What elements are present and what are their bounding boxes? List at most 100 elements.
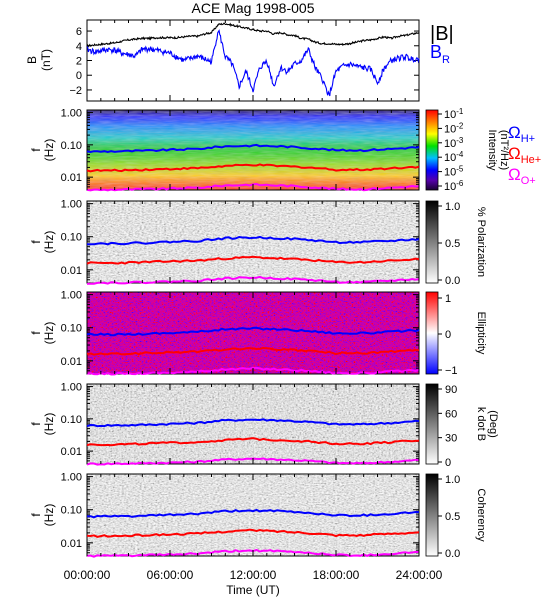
intensity-cbtick-exp: -1 <box>456 107 464 116</box>
frequency-axes: 1.000.100.01f (Hz)1.000.100.01f (Hz)1.000.… <box>29 108 419 557</box>
intensity-colorbar <box>425 109 439 191</box>
omega-legend-sub: He+ <box>521 154 542 166</box>
field-series <box>86 22 420 97</box>
intensity-cbtick-label: 10-3 <box>444 136 464 150</box>
kdotb-colorbar-ticks: 90 60 30 0 <box>438 384 457 469</box>
kdotb-yunit: (Hz) <box>42 413 56 436</box>
x-tick-label: 06:00:00 <box>147 568 194 582</box>
legend-b-radial: BR <box>430 42 450 66</box>
x-tick-label: 24:00:00 <box>396 568 443 582</box>
polarization-colorbar <box>425 200 439 284</box>
coherency-cbtick-label: 0.5 <box>445 511 460 523</box>
coherency-colorbar-ticks: 1.0 0.5 0.0 <box>438 474 460 560</box>
omega-legend-symbol: Ω <box>508 165 521 184</box>
x-tick-label: 12:00:00 <box>230 568 277 582</box>
kdotb-cbtick-label: 90 <box>445 384 457 396</box>
omega-legend-symbol: Ω <box>508 123 521 142</box>
coherency-gyro-heplus <box>86 528 420 538</box>
kdotb-cbtick-label: 0 <box>445 457 451 469</box>
polarization-gyro-heplus <box>86 255 420 265</box>
field-ytick-label: 0 <box>76 70 82 82</box>
omega-legend-sub: O+ <box>521 175 536 187</box>
polarization-ylabel: f <box>29 240 43 244</box>
ellipticity-gyro-heplus <box>86 346 420 356</box>
omega-legend-symbol: Ω <box>508 144 521 163</box>
intensity-ylabel: f <box>29 148 43 152</box>
coherency-panel: 1.0 0.5 0.0 Coherency <box>86 473 487 560</box>
kdotb-cbunit: (Deg) <box>487 410 499 438</box>
ellipticity-ytick-label: 0.01 <box>61 356 82 368</box>
ellipticity-yunit: (Hz) <box>42 322 56 345</box>
omega-legend-item: ΩH+ <box>508 123 535 145</box>
gyrofrequency-legend: ΩH+ΩHe+ΩO+ <box>508 123 541 187</box>
intensity-yunit: (Hz) <box>42 139 56 162</box>
intensity-ytick-label: 1.00 <box>61 108 82 120</box>
polarization-ytick-label: 0.01 <box>61 265 82 277</box>
field-panel-frame <box>86 19 420 102</box>
ellipticity-gyro-hplus <box>86 326 420 337</box>
kdotb-ytick-label: 0.01 <box>61 446 82 458</box>
intensity-cbtick-base: 10 <box>444 181 456 193</box>
intensity-cbtick-exp: -4 <box>456 150 464 159</box>
intensity-ytick-label: 0.10 <box>61 140 82 152</box>
coherency-colorbar <box>425 473 439 557</box>
intensity-cbtick-label: 10-2 <box>444 121 464 135</box>
kdotb-cbtick-label: 60 <box>445 408 457 420</box>
x-tick-label: 00:00:00 <box>64 568 111 582</box>
field-y-ticks: 6 4 2 0 −2 <box>69 26 419 97</box>
intensity-cbtick-label: 10-6 <box>444 179 464 193</box>
field-ytick-label: 4 <box>76 41 82 53</box>
coherency-cblabel: Coherency <box>475 488 487 542</box>
kdotb-gyro-heplus <box>86 437 420 447</box>
intensity-cbtick-base: 10 <box>444 152 456 164</box>
polarization-cblabel: % Polarization <box>475 207 487 277</box>
intensity-ytick-label: 0.01 <box>61 172 82 184</box>
field-ytick-label: 2 <box>76 56 82 68</box>
x-tick-label: 18:00:00 <box>313 568 360 582</box>
figure-title: ACE Mag 1998-005 <box>192 0 315 16</box>
kdotb-panel: 90 60 30 0 k dot B (Deg) <box>86 383 499 469</box>
polarization-cbtick-label: 0.5 <box>445 238 460 250</box>
intensity-cbtick-base: 10 <box>444 109 456 121</box>
intensity-cbtick-exp: -2 <box>456 121 464 130</box>
kdotb-cbtick-label: 30 <box>445 433 457 445</box>
intensity-cbtick-exp: -3 <box>456 136 464 145</box>
series-b-radial <box>86 29 420 97</box>
ellipticity-cbtick-label: 1 <box>445 293 451 305</box>
coherency-cbtick-label: 1.0 <box>445 474 460 486</box>
legend-br-sub: R <box>442 54 450 66</box>
legend-br-main: B <box>430 42 442 62</box>
field-yunit: (nT) <box>39 49 53 71</box>
coherency-yunit: (Hz) <box>42 504 56 527</box>
ellipticity-cbtick-label: 0 <box>445 329 451 341</box>
polarization-gyro-hplus <box>87 235 420 246</box>
kdotb-colorbar <box>425 383 439 465</box>
polarization-cbtick-label: 0.0 <box>445 275 460 287</box>
intensity-gyro-hplus <box>86 143 420 154</box>
time-axis: 00:00:00 06:00:00 12:00:00 18:00:00 24:00:00 <box>64 20 443 582</box>
omega-legend-sub: H+ <box>521 133 535 145</box>
x-axis-label: Time (UT) <box>226 583 280 597</box>
kdotb-gyro-hplus <box>86 418 420 428</box>
coherency-ytick-label: 0.01 <box>61 538 82 550</box>
polarization-ytick-label: 0.10 <box>61 232 82 244</box>
coherency-cbtick-label: 0.0 <box>445 548 460 560</box>
ellipticity-colorbar-ticks: 1 0 −1 <box>438 293 458 377</box>
intensity-cbtick-label: 10-4 <box>444 150 464 164</box>
ellipticity-cbtick-label: −1 <box>445 365 458 377</box>
intensity-cbtick-exp: -6 <box>456 179 464 188</box>
ellipticity-ylabel: f <box>29 331 43 335</box>
ellipticity-colorbar <box>425 291 439 375</box>
field-ytick-label: −2 <box>69 85 82 97</box>
field-ytick-label: 6 <box>76 26 82 38</box>
kdotb-ylabel: f <box>29 422 43 426</box>
intensity-colorbar-ticks: 10-110-210-310-410-510-6 <box>438 107 464 193</box>
polarization-ytick-label: 1.00 <box>61 199 82 211</box>
intensity-cbunit: (nT²/Hz) <box>498 130 510 170</box>
coherency-gyro-hplus <box>86 508 420 519</box>
intensity-cbtick-base: 10 <box>444 138 456 150</box>
kdotb-cblabel: k dot B <box>475 407 487 441</box>
intensity-gyro-heplus <box>86 163 420 173</box>
omega-legend-item: ΩO+ <box>508 165 536 187</box>
